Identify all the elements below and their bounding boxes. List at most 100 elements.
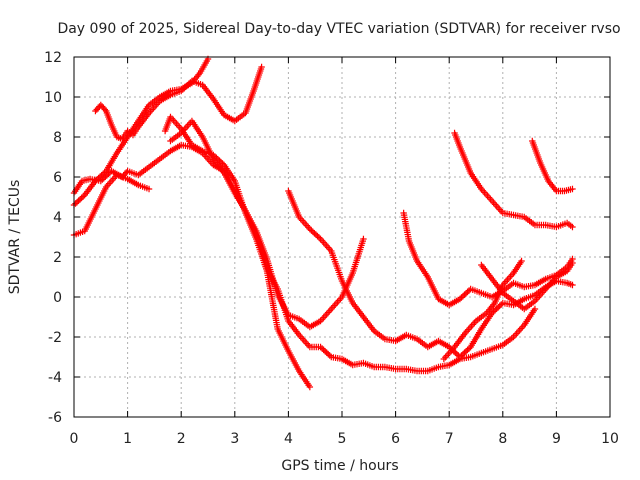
y-tick-label: 10 [44, 90, 62, 106]
x-tick-label: 10 [601, 431, 619, 447]
y-tick-label: 8 [53, 130, 62, 146]
data-point [314, 232, 321, 240]
data-point [325, 350, 332, 358]
data-point [459, 350, 467, 358]
data-point [97, 177, 104, 185]
data-point [318, 345, 326, 352]
data-point [311, 230, 318, 237]
data-point [99, 176, 106, 183]
data-series-10 [529, 137, 576, 195]
x-tick-label: 8 [498, 431, 507, 447]
data-point [531, 305, 539, 313]
x-tick-label: 3 [230, 431, 239, 447]
data-point [123, 169, 130, 176]
data-point [187, 79, 194, 86]
data-point [459, 292, 467, 300]
data-point [461, 291, 468, 298]
grid-lines [74, 57, 610, 417]
y-axis-label: SDTVAR / TECUs [7, 180, 23, 295]
data-point [182, 83, 189, 90]
data-point [103, 172, 111, 179]
x-tick-label: 0 [70, 431, 79, 447]
data-point [458, 294, 465, 301]
data-point [518, 257, 525, 265]
data-point [179, 86, 186, 93]
data-point [464, 288, 471, 296]
data-point [308, 227, 315, 234]
data-point [491, 306, 499, 314]
data-point [105, 170, 112, 178]
data-point [320, 346, 327, 354]
data-point [569, 223, 576, 231]
data-point [315, 234, 323, 241]
y-tick-label: -6 [48, 410, 62, 426]
data-point [456, 353, 464, 361]
data-point [72, 200, 79, 207]
data-point [75, 197, 82, 204]
y-tick-label: -4 [48, 370, 62, 386]
data-series-9 [451, 129, 576, 231]
data-series-2 [92, 63, 265, 143]
y-tick-label: 4 [53, 210, 62, 226]
data-series-4 [70, 171, 153, 239]
data-point [321, 348, 329, 355]
data-point [181, 84, 188, 92]
data-point [258, 63, 265, 71]
y-tick-label: 0 [53, 290, 62, 306]
x-tick-label: 4 [284, 431, 293, 447]
data-point [100, 174, 108, 182]
data-point [569, 185, 576, 193]
data-point [464, 346, 471, 354]
data-point [185, 80, 193, 88]
data-point [184, 82, 191, 89]
data-point [495, 304, 502, 311]
x-axis-label: GPS time / hours [281, 458, 398, 474]
data-point [462, 348, 470, 355]
data-point [326, 352, 333, 359]
data-point [462, 290, 470, 297]
data-point [490, 308, 497, 315]
data-point [569, 281, 576, 289]
data-point [219, 160, 226, 167]
data-point [317, 343, 324, 351]
data-point [465, 287, 473, 294]
y-tick-label: 12 [44, 50, 62, 66]
x-tick-label: 7 [445, 431, 454, 447]
data-point [102, 173, 109, 180]
data-point [306, 225, 314, 233]
data-series-8 [400, 209, 576, 309]
data-point [456, 295, 464, 303]
y-tick-label: -2 [48, 330, 62, 346]
data-point [453, 350, 461, 358]
data-series-12 [440, 257, 525, 363]
data-series-5 [161, 113, 314, 391]
data-series-group [70, 55, 576, 391]
data-point [178, 87, 185, 95]
data-series-7 [285, 187, 576, 361]
data-point [76, 196, 84, 203]
x-tick-label: 9 [552, 431, 561, 447]
y-tick-label: 2 [53, 250, 62, 266]
data-point [452, 349, 459, 356]
x-tick-label: 6 [391, 431, 400, 447]
data-point [493, 305, 500, 312]
data-point [498, 301, 505, 308]
x-tick-label: 2 [177, 431, 186, 447]
x-tick-label: 5 [338, 431, 347, 447]
chart-title: Day 090 of 2025, Sidereal Day-to-day VTE… [57, 21, 620, 37]
data-point [360, 235, 367, 243]
data-point [78, 194, 85, 202]
data-series-6 [167, 117, 539, 375]
y-tick-label: 6 [53, 170, 62, 186]
data-point [306, 383, 314, 391]
data-point [79, 193, 87, 200]
data-point [458, 352, 465, 359]
data-point [73, 198, 81, 206]
data-point [465, 345, 473, 352]
data-point [446, 343, 453, 351]
data-point [461, 349, 468, 356]
data-point [312, 231, 320, 238]
data-point [488, 309, 496, 317]
